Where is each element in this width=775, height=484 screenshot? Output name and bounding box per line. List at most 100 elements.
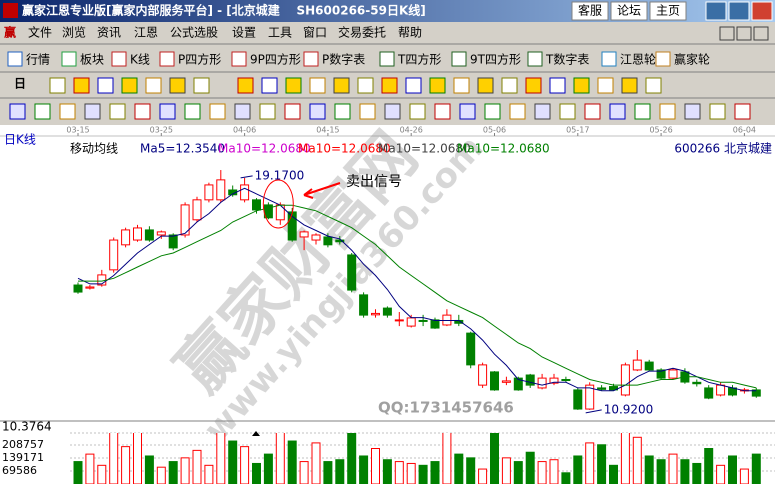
- title-button[interactable]: [610, 1, 648, 21]
- menu-item[interactable]: 资讯: [97, 26, 121, 40]
- mdi-control[interactable]: [753, 26, 769, 41]
- tool-icon[interactable]: [434, 103, 451, 120]
- tool-icon[interactable]: [609, 103, 626, 120]
- tool-icon[interactable]: [261, 77, 278, 94]
- tool-icon[interactable]: [381, 77, 398, 94]
- tool-icon[interactable]: [525, 77, 542, 94]
- tool-icon[interactable]: [409, 103, 426, 120]
- menu-item[interactable]: 设置: [232, 26, 256, 40]
- mdi-control[interactable]: [736, 26, 752, 41]
- menu-item[interactable]: 江恩: [134, 26, 158, 40]
- period-select[interactable]: 日: [14, 77, 26, 91]
- menu-item[interactable]: 窗口: [303, 26, 327, 40]
- tool-icon[interactable]: [145, 77, 162, 94]
- tool-icon[interactable]: [59, 103, 76, 120]
- toolbar-label[interactable]: 赢家轮: [674, 52, 710, 67]
- tool-icon[interactable]: [645, 77, 662, 94]
- tool-icon[interactable]: [237, 77, 254, 94]
- tool-icon[interactable]: [501, 77, 518, 94]
- toolbar-icon[interactable]: [303, 51, 319, 67]
- title-button-label[interactable]: 论坛: [617, 4, 641, 18]
- tool-icon[interactable]: [559, 103, 576, 120]
- tool-icon[interactable]: [334, 103, 351, 120]
- tool-icon[interactable]: [509, 103, 526, 120]
- menu-item[interactable]: 工具: [268, 26, 292, 40]
- window-control[interactable]: [751, 1, 773, 21]
- tool-icon[interactable]: [634, 103, 651, 120]
- tool-icon[interactable]: [359, 103, 376, 120]
- menu-item[interactable]: 公式选股: [170, 26, 218, 40]
- tool-icon[interactable]: [159, 103, 176, 120]
- tool-icon[interactable]: [659, 103, 676, 120]
- tool-icon[interactable]: [333, 77, 350, 94]
- tool-icon[interactable]: [309, 77, 326, 94]
- tool-icon[interactable]: [134, 103, 151, 120]
- tool-icon[interactable]: [453, 77, 470, 94]
- tool-icon[interactable]: [584, 103, 601, 120]
- menu-item[interactable]: 帮助: [398, 26, 422, 40]
- tool-icon[interactable]: [193, 77, 210, 94]
- tool-icon[interactable]: [573, 77, 590, 94]
- tool-icon[interactable]: [169, 77, 186, 94]
- toolbar-icon[interactable]: [655, 51, 671, 67]
- title-button-label[interactable]: 客服: [578, 3, 602, 18]
- tool-icon[interactable]: [357, 77, 374, 94]
- tool-icon[interactable]: [597, 77, 614, 94]
- tool-icon[interactable]: [234, 103, 251, 120]
- toolbar-label[interactable]: 9P四方形: [250, 52, 301, 67]
- toolbar-icon[interactable]: [231, 51, 247, 67]
- tool-icon[interactable]: [684, 103, 701, 120]
- toolbar-label[interactable]: 江恩轮: [620, 53, 656, 67]
- tool-icon[interactable]: [109, 103, 126, 120]
- menu-item[interactable]: 文件: [28, 25, 52, 40]
- toolbar-icon[interactable]: [7, 51, 23, 67]
- toolbar-label[interactable]: 行情: [26, 53, 50, 67]
- tool-icon[interactable]: [549, 77, 566, 94]
- tool-icon[interactable]: [121, 77, 138, 94]
- toolbar-icon[interactable]: [601, 51, 617, 67]
- toolbar-label[interactable]: K线: [130, 53, 150, 67]
- tool-icon[interactable]: [9, 103, 26, 120]
- menu-item[interactable]: 浏览: [62, 25, 86, 40]
- tool-icon[interactable]: [209, 103, 226, 120]
- title-button[interactable]: [649, 1, 687, 21]
- toolbar-icon[interactable]: [379, 51, 395, 67]
- tool-icon[interactable]: [709, 103, 726, 120]
- tool-icon[interactable]: [477, 77, 494, 94]
- toolbar-label[interactable]: T数字表: [545, 52, 589, 67]
- toolbar-icon[interactable]: [527, 51, 543, 67]
- window-control[interactable]: [728, 1, 750, 21]
- title-button-label[interactable]: 主页: [656, 4, 680, 18]
- tool-icon[interactable]: [534, 103, 551, 120]
- toolbar-label[interactable]: P数字表: [322, 52, 365, 67]
- tool-icon[interactable]: [484, 103, 501, 120]
- tool-icon[interactable]: [429, 77, 446, 94]
- tool-icon[interactable]: [309, 103, 326, 120]
- window-control[interactable]: [705, 1, 727, 21]
- toolbar-icon[interactable]: [111, 51, 127, 67]
- toolbar-label[interactable]: P四方形: [178, 52, 221, 67]
- tool-icon[interactable]: [734, 103, 751, 120]
- tool-icon[interactable]: [285, 77, 302, 94]
- tool-icon[interactable]: [384, 103, 401, 120]
- tool-icon[interactable]: [184, 103, 201, 120]
- tool-icon[interactable]: [459, 103, 476, 120]
- toolbar-icon[interactable]: [159, 51, 175, 67]
- tool-icon[interactable]: [284, 103, 301, 120]
- title-button[interactable]: [571, 1, 609, 21]
- tool-icon[interactable]: [259, 103, 276, 120]
- tool-icon[interactable]: [621, 77, 638, 94]
- tool-icon[interactable]: [84, 103, 101, 120]
- mdi-control[interactable]: [719, 26, 735, 41]
- toolbar-label[interactable]: T四方形: [397, 52, 441, 67]
- toolbar-icon[interactable]: [61, 51, 77, 67]
- toolbar-icon[interactable]: [451, 51, 467, 67]
- toolbar-label[interactable]: 板块: [80, 53, 104, 67]
- tool-icon[interactable]: [405, 77, 422, 94]
- menu-item[interactable]: 交易委托: [338, 25, 386, 40]
- tool-icon[interactable]: [73, 77, 90, 94]
- tool-icon[interactable]: [97, 77, 114, 94]
- tool-icon[interactable]: [49, 77, 66, 94]
- tool-icon[interactable]: [34, 103, 51, 120]
- toolbar-label[interactable]: 9T四方形: [470, 52, 521, 67]
